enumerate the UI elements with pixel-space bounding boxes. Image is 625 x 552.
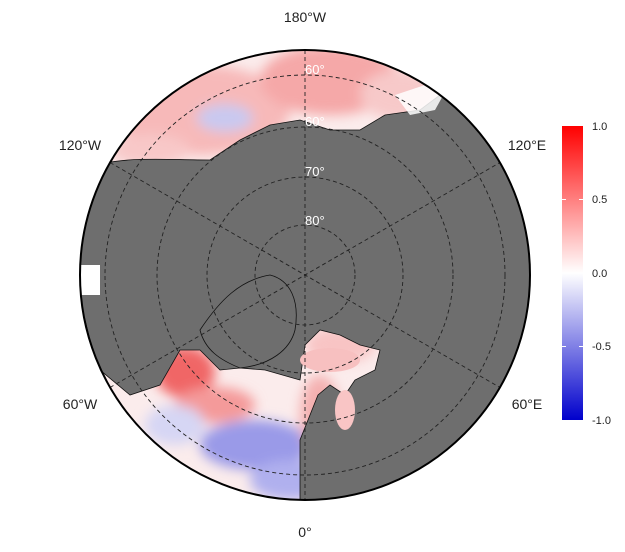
colorbar-tick: -1.0 <box>592 415 611 427</box>
lon-label-180w: 180°W <box>284 9 327 25</box>
lat-label-60-top: 60° <box>305 62 325 77</box>
meridians <box>109 50 501 500</box>
colorbar-gradient <box>562 126 583 420</box>
lon-label-60w: 60°W <box>63 396 98 412</box>
colorbar-tick: 1.0 <box>592 121 607 133</box>
lat-label-80: 80° <box>305 213 325 228</box>
lat-label-70: 70° <box>305 164 325 179</box>
lon-label-120e: 120°E <box>508 137 546 153</box>
sea-ice-patch <box>395 85 445 115</box>
map-disc <box>80 50 530 500</box>
colorbar-tick: -0.5 <box>592 341 611 353</box>
sea-ice-patch <box>80 265 100 295</box>
colorbar-tick: 0.0 <box>592 268 607 280</box>
greenland <box>199 274 297 369</box>
land-mass <box>80 94 530 500</box>
lat-label-60: 60° <box>305 114 325 129</box>
colorbar-tick: 0.5 <box>592 194 607 206</box>
colorbar: 1.0 0.5 0.0 -0.5 -1.0 <box>562 121 611 427</box>
anomaly-field <box>110 50 440 500</box>
lon-label-60e: 60°E <box>512 396 543 412</box>
map-boundary <box>79 49 531 501</box>
lon-label-120w: 120°W <box>59 137 102 153</box>
lon-label-0: 0° <box>298 524 311 540</box>
